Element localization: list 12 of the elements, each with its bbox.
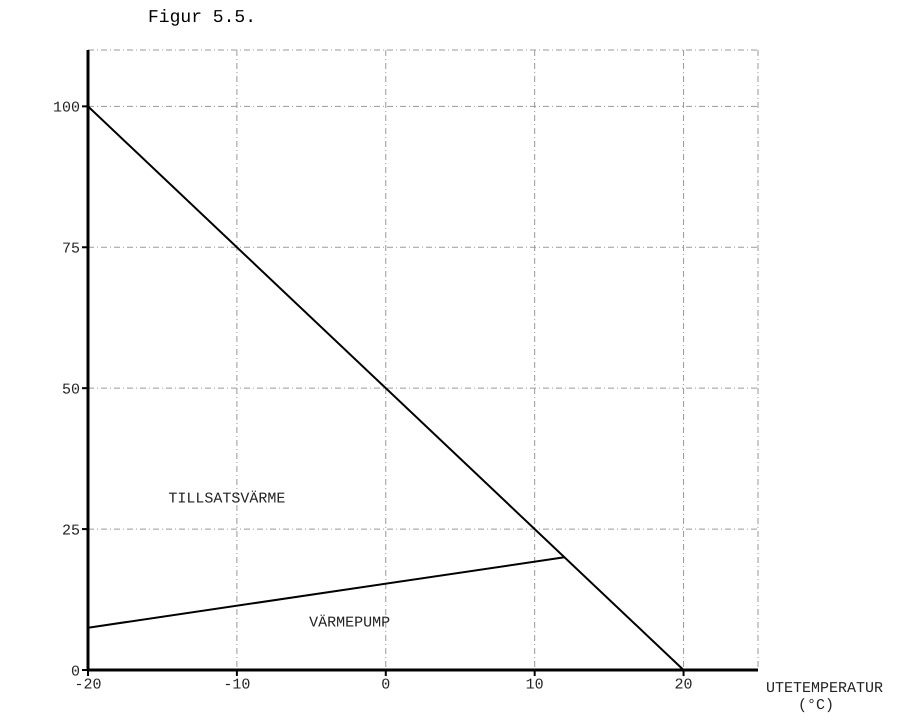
annotation: TILLSATSVÄRME [168,490,286,508]
chart-title: Figur 5.5. [148,8,258,30]
x-tick-label: 10 [526,676,544,694]
y-tick-label: 100 [52,100,80,117]
y-tick-label: 25 [62,522,80,540]
annotation: VÄRMEPUMP [309,614,390,632]
y-tick-label: 75 [62,240,80,258]
x-tick-label: 20 [674,676,693,694]
x-axis-title: UTETEMPERATUR (°C) [766,680,884,714]
y-tick-label: 50 [62,382,80,399]
x-tick-label: 0 [381,676,390,694]
x-tick-label: -10 [223,676,250,694]
